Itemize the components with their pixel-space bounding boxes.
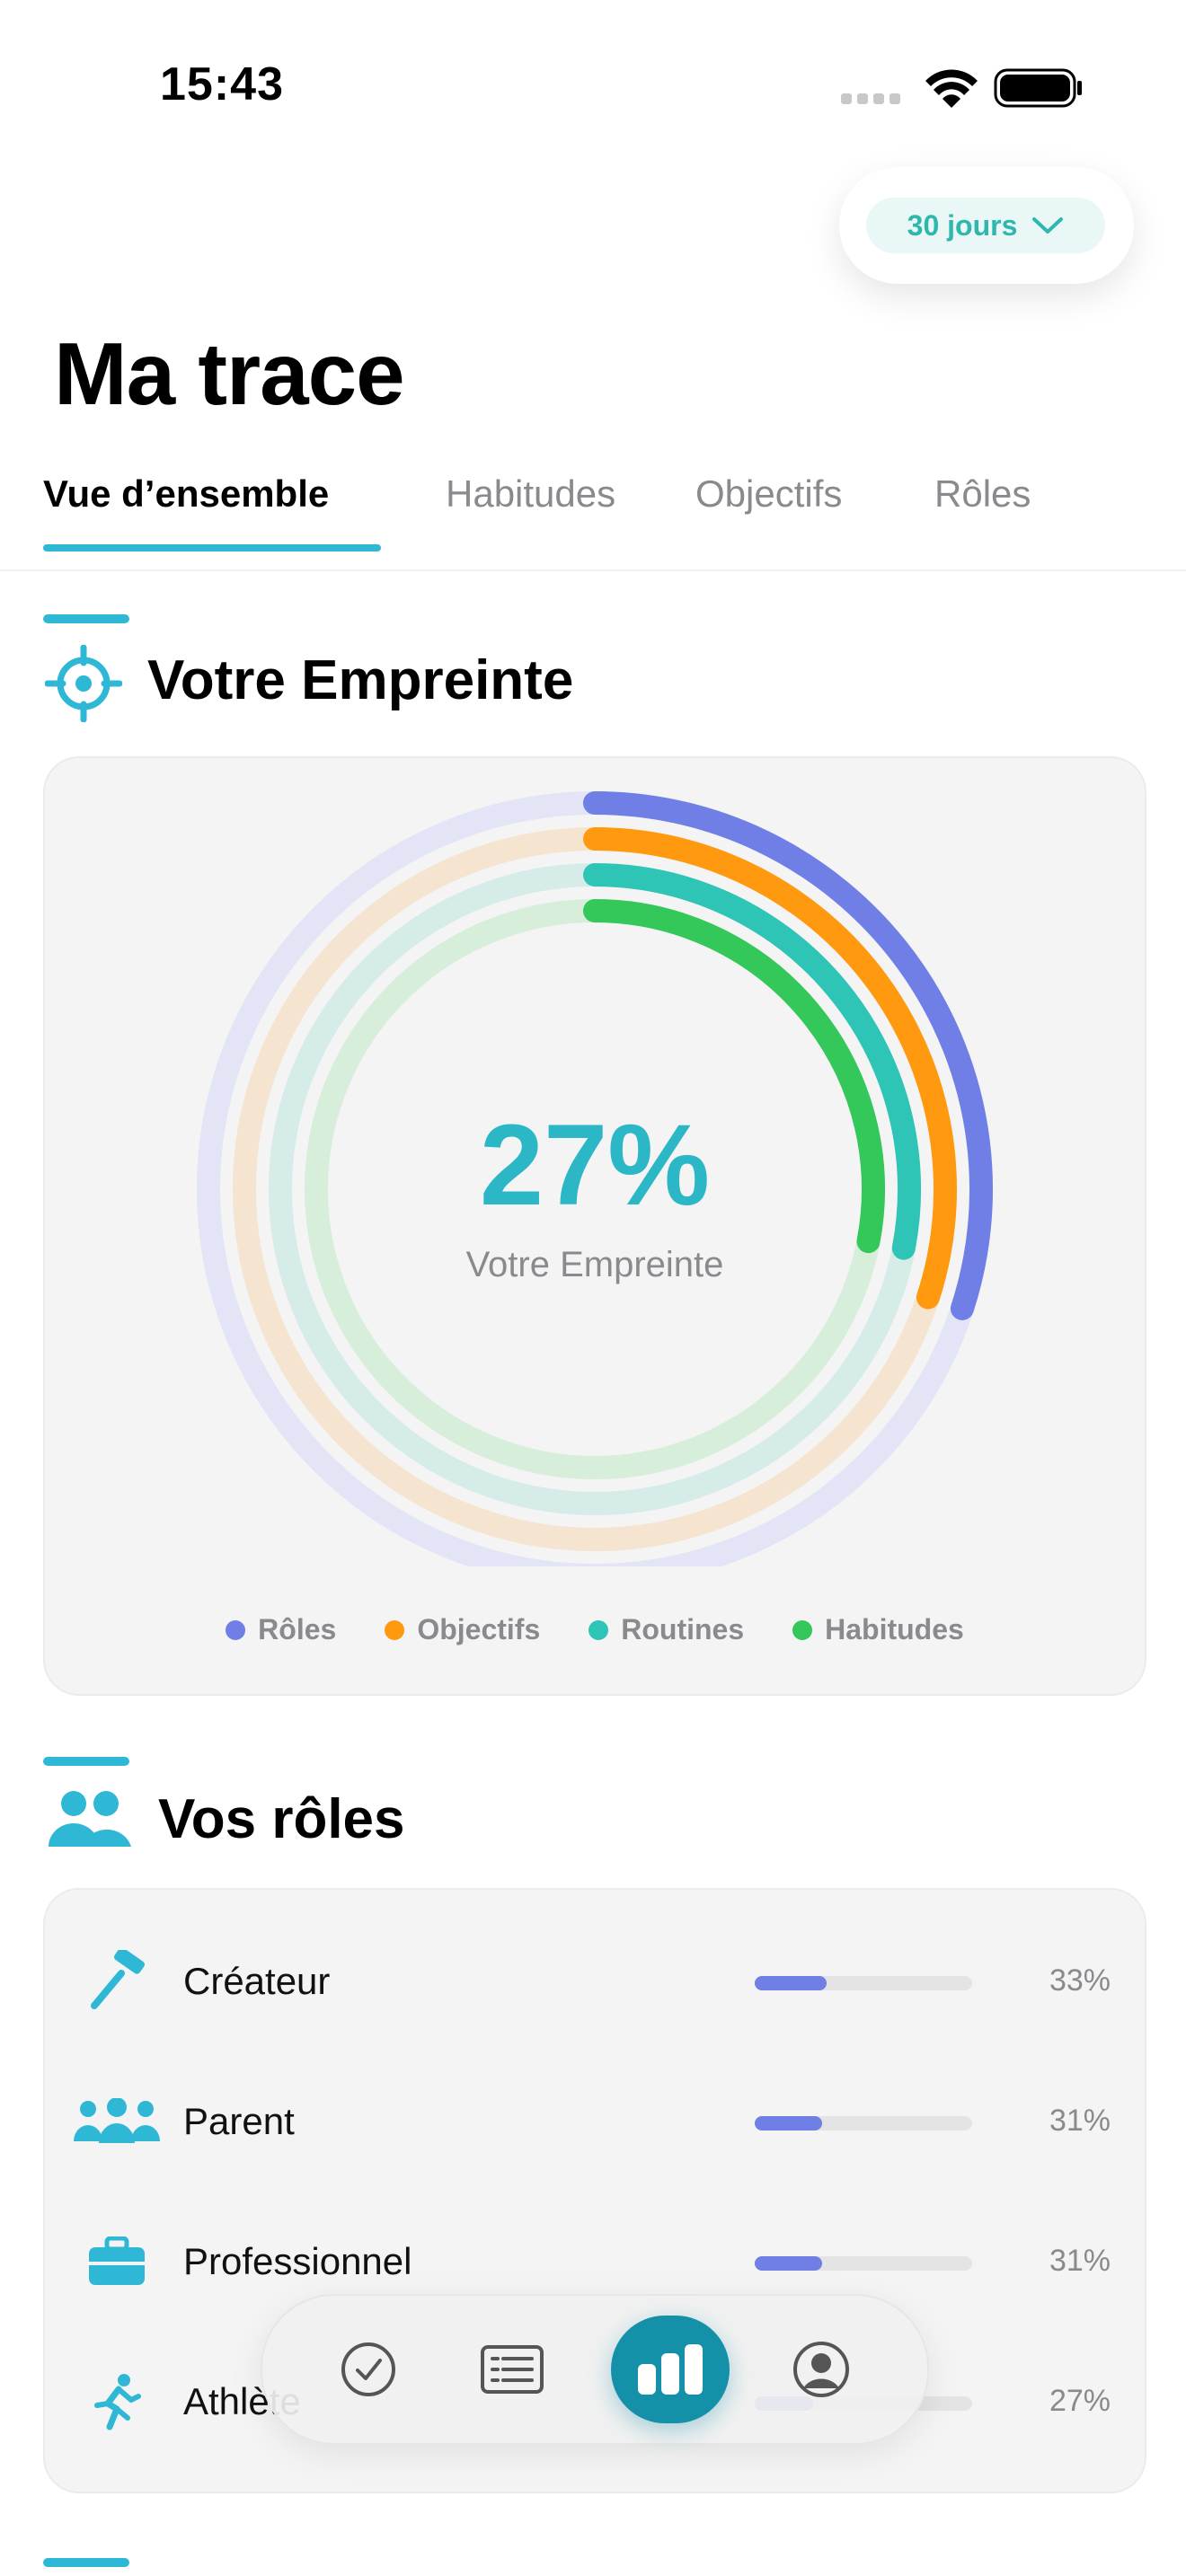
legend-dot-goals	[385, 1619, 405, 1640]
bar-chart-icon	[638, 2344, 703, 2395]
nav-stats-button[interactable]	[611, 2316, 730, 2423]
runner-icon	[72, 2366, 162, 2438]
status-icons	[841, 68, 1082, 108]
target-icon	[45, 645, 122, 722]
role-label: Créateur	[183, 1960, 331, 2002]
legend-label: Objectifs	[417, 1613, 541, 1645]
status-time: 15:43	[160, 58, 284, 110]
tab-goals[interactable]: Objectifs	[695, 472, 843, 515]
briefcase-icon	[72, 2226, 162, 2298]
footprint-card: 27% Votre Empreinte Rôles Objectifs Rout…	[43, 756, 1146, 1696]
nav-journal-button[interactable]	[453, 2316, 571, 2423]
roles-section-title: Vos rôles	[158, 1788, 405, 1850]
ring-routines-arc	[583, 863, 921, 1260]
role-progress-track	[755, 2256, 972, 2271]
chevron-down-icon	[1032, 217, 1064, 234]
footprint-caption: Votre Empreinte	[465, 1245, 724, 1284]
period-dropdown[interactable]: 30 jours	[866, 198, 1105, 253]
cellular-signal-icon	[841, 93, 900, 104]
role-progress-fill	[755, 2256, 823, 2271]
tab-overview[interactable]: Vue d’ensemble	[43, 472, 330, 515]
legend-label: Routines	[621, 1613, 745, 1645]
section-accent-bar	[43, 1757, 129, 1766]
role-row-professional[interactable]: Professionnel 31%	[45, 2217, 1145, 2307]
role-percent: 33%	[1049, 1963, 1111, 1998]
active-tab-indicator	[43, 544, 381, 551]
role-row-parent[interactable]: Parent 31%	[45, 2077, 1145, 2166]
tabs-divider	[0, 569, 1186, 571]
role-label: Professionnel	[183, 2240, 412, 2282]
legend-dot-routines	[589, 1619, 609, 1640]
footprint-percent: 27%	[479, 1101, 711, 1230]
role-percent: 31%	[1049, 2244, 1111, 2278]
role-label: Parent	[183, 2100, 295, 2142]
ring-habits-arc	[583, 899, 885, 1254]
role-progress-track	[755, 2116, 972, 2130]
footprint-radial-chart	[197, 791, 993, 1566]
section-accent-bar	[43, 2558, 129, 2567]
tab-roles[interactable]: Rôles	[934, 472, 1031, 515]
role-progress-fill	[755, 1976, 827, 1990]
legend-dot-habits	[792, 1619, 813, 1640]
page-title: Ma trace	[54, 324, 405, 423]
legend-item-habits: Habitudes	[792, 1613, 964, 1646]
role-progress-fill	[755, 2116, 823, 2130]
people-icon	[49, 1791, 131, 1847]
section-accent-bar	[43, 614, 129, 623]
family-icon	[72, 2086, 162, 2157]
footprint-section-title: Votre Empreinte	[147, 649, 574, 711]
chart-legend: Rôles Objectifs Routines Habitudes	[45, 1613, 1145, 1646]
legend-item-routines: Routines	[589, 1613, 744, 1646]
battery-icon	[994, 68, 1082, 108]
legend-item-goals: Objectifs	[385, 1613, 540, 1646]
role-percent: 27%	[1049, 2384, 1111, 2418]
role-progress-track	[755, 1976, 972, 1990]
legend-item-roles: Rôles	[226, 1613, 336, 1646]
role-row-creator[interactable]: Créateur 33%	[45, 1936, 1145, 2026]
ring-goals-arc	[583, 827, 957, 1310]
hammer-icon	[72, 1945, 162, 2017]
profile-icon	[793, 2342, 849, 2397]
legend-label: Rôles	[258, 1613, 337, 1645]
role-percent: 31%	[1049, 2104, 1111, 2138]
checkmark-circle-icon	[341, 2342, 395, 2396]
period-selector-card: 30 jours	[839, 167, 1134, 284]
legend-label: Habitudes	[825, 1613, 964, 1645]
wifi-icon	[925, 69, 978, 108]
nav-profile-button[interactable]	[762, 2316, 881, 2423]
ring-roles-arc	[583, 791, 993, 1320]
tab-habits[interactable]: Habitudes	[446, 472, 616, 515]
bottom-tab-bar	[261, 2294, 929, 2445]
legend-dot-roles	[226, 1619, 246, 1640]
list-icon	[481, 2345, 544, 2394]
period-label: 30 jours	[907, 208, 1018, 242]
nav-tasks-button[interactable]	[309, 2316, 428, 2423]
